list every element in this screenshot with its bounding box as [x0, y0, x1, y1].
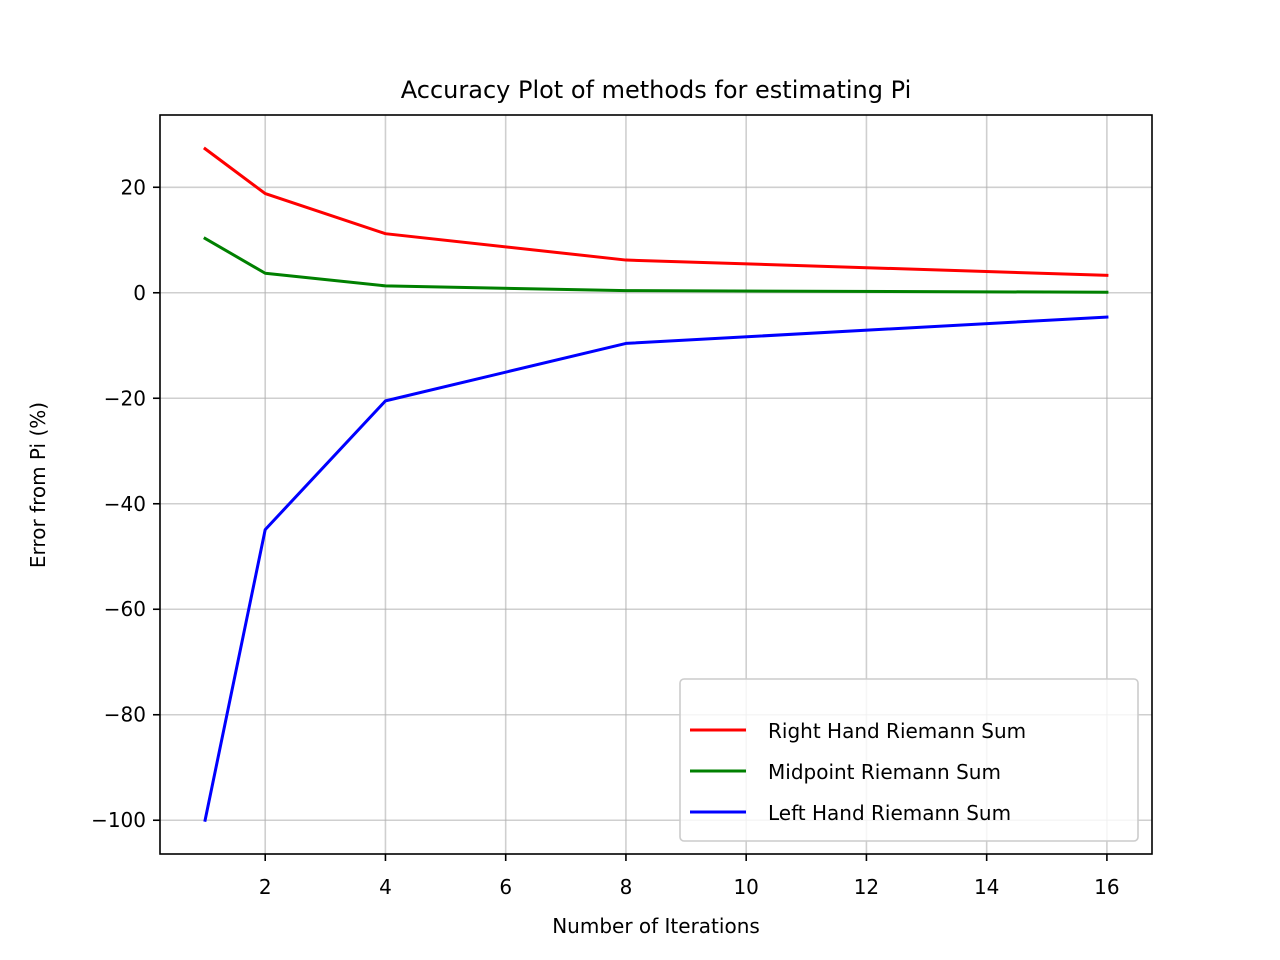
x-tick-label: 12: [854, 875, 879, 899]
legend-label: Right Hand Riemann Sum: [768, 719, 1026, 743]
series-lines: [202, 146, 1109, 823]
x-axis-label: Number of Iterations: [552, 914, 760, 938]
x-tick-label: 16: [1094, 875, 1119, 899]
y-tick-label: −20: [104, 386, 146, 410]
series-line-2: [203, 315, 1109, 823]
legend: Right Hand Riemann Sum Midpoint Riemann S…: [679, 678, 1139, 842]
legend-label: Left Hand Riemann Sum: [768, 801, 1011, 825]
x-tick-label: 2: [259, 875, 272, 899]
y-tick-label: 20: [121, 175, 146, 199]
x-tick-label: 10: [733, 875, 758, 899]
legend-box: [679, 678, 1139, 842]
x-tick-label: 6: [499, 875, 512, 899]
y-tick-label: −40: [104, 492, 146, 516]
y-tick-label: −80: [104, 703, 146, 727]
series-line-0: [202, 146, 1109, 277]
chart-title: Accuracy Plot of methods for estimating …: [401, 76, 911, 104]
legend-label: Midpoint Riemann Sum: [768, 760, 1001, 784]
x-tick-label: 4: [379, 875, 392, 899]
y-tick-label: 0: [133, 281, 146, 305]
y-axis-label: Error from Pi (%): [26, 402, 50, 568]
y-axis-ticks: 20 0 −20 −40 −60 −80 −100: [91, 175, 160, 832]
y-tick-label: −100: [91, 808, 146, 832]
plot-frame: [159, 114, 1153, 855]
x-tick-label: 14: [974, 875, 999, 899]
y-tick-label: −60: [104, 597, 146, 621]
x-axis-ticks: 2 4 6 8 10 12 14 16: [259, 854, 1120, 899]
x-tick-label: 8: [620, 875, 633, 899]
series-line-1: [203, 236, 1109, 294]
